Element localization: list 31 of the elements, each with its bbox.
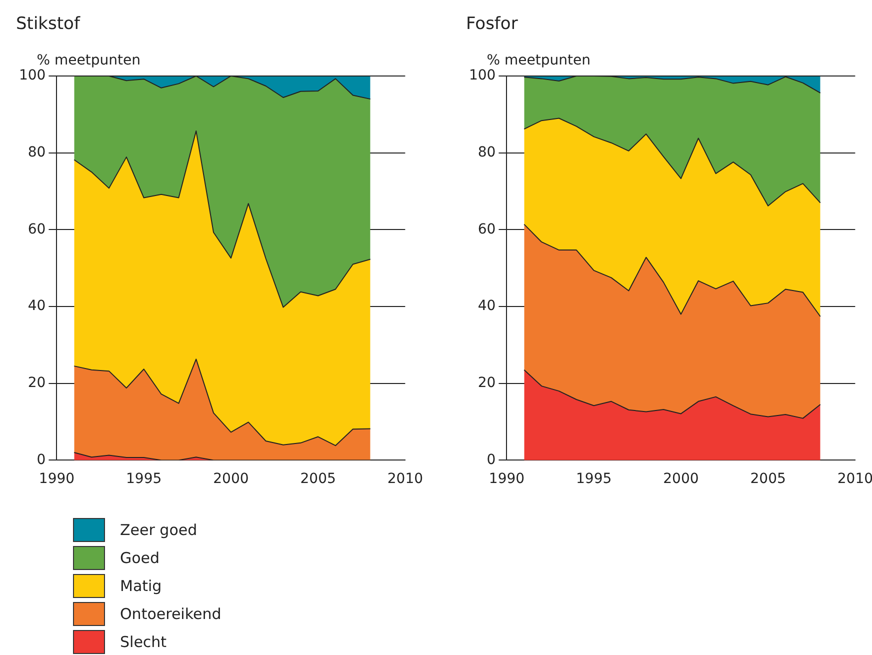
y-axis-title: % meetpunten	[486, 52, 590, 69]
x-tick-label: 1990	[488, 471, 525, 488]
y-tick-label: 100	[18, 68, 46, 84]
y-tick-label: 20	[28, 375, 46, 391]
y-tick-label: 60	[478, 221, 496, 238]
x-tick-label: 1995	[576, 471, 612, 488]
legend-label: Slecht	[120, 633, 167, 651]
y-tick-label: 0	[36, 452, 46, 468]
x-tick-label: 1995	[126, 471, 162, 488]
legend-label: Goed	[120, 549, 160, 567]
y-tick-label: 40	[28, 298, 46, 314]
legend-label: Matig	[120, 577, 162, 595]
x-tick-label: 2005	[300, 471, 336, 488]
y-tick-label: 80	[28, 144, 46, 160]
y-tick-label: 20	[478, 375, 496, 391]
y-tick-label: 60	[28, 221, 46, 238]
legend-label: Ontoereikend	[120, 605, 222, 623]
x-tick-label: 2010	[837, 471, 872, 488]
y-tick-label: 100	[468, 68, 496, 84]
y-tick-label: 80	[478, 144, 496, 160]
y-tick-label: 40	[478, 298, 496, 314]
chart-title: Stikstof	[16, 14, 82, 36]
x-tick-label: 2000	[663, 471, 699, 488]
legend-label: Zeer goed	[120, 521, 198, 539]
y-tick-label: 0	[486, 452, 496, 468]
y-axis-title: % meetpunten	[36, 52, 140, 69]
x-tick-label: 2005	[750, 471, 786, 488]
x-tick-label: 2010	[387, 471, 424, 488]
x-tick-label: 2000	[213, 471, 249, 488]
chart-title: Fosfor	[466, 14, 519, 36]
x-tick-label: 1990	[38, 471, 75, 488]
